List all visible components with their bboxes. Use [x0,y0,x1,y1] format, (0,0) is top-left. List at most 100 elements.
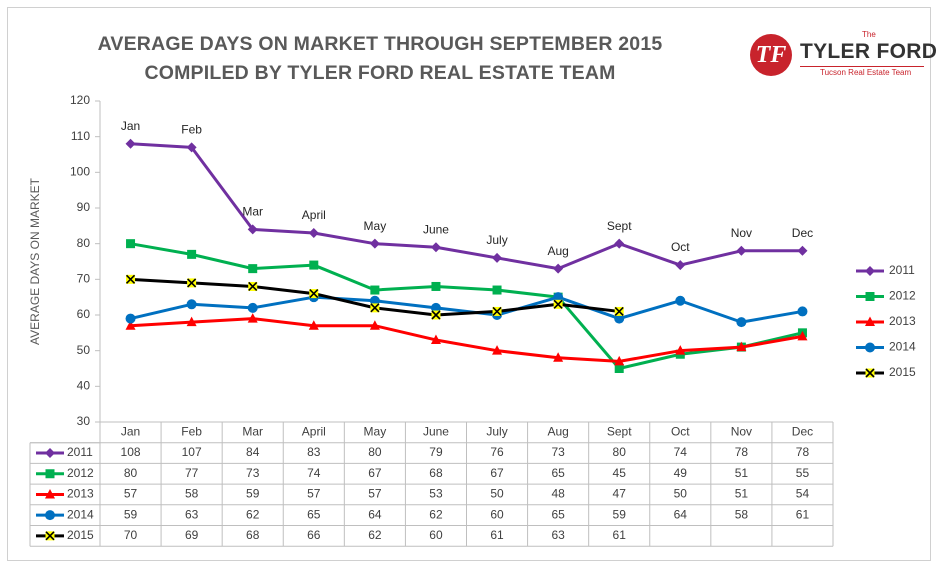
x-category-label-5: June [423,425,449,439]
point-2012-Mar [248,264,258,274]
x-category-label-9: Oct [671,425,690,439]
point-2014-Mar [247,302,258,313]
legend-item-2014: 2014 [856,340,916,354]
table-cell-2014-5: 62 [429,507,443,521]
table-cell-2014-0: 59 [124,507,138,521]
point-2011-May [369,238,380,249]
point-2011-June [430,242,441,253]
legend-item-2015: 2015 [856,365,916,379]
point-2011-July [492,252,503,263]
point-2013-Sept [614,355,625,366]
table-cell-2012-6: 67 [490,466,504,480]
table-cell-2014-2: 62 [246,507,260,521]
table-cell-2014-6: 60 [490,507,504,521]
point-2013-Aug [553,352,564,362]
legend-item-2012: 2012 [856,289,916,303]
point-2012-July [492,285,502,295]
table-cell-2012-9: 49 [674,466,688,480]
table-cell-2012-3: 74 [307,466,321,480]
point-label-June: June [423,222,449,236]
table-cell-2014-8: 59 [613,507,627,521]
legend-marker-2013 [865,316,875,326]
legend-marker-2011 [865,266,875,276]
table-cell-2013-1: 58 [185,487,199,501]
y-tick-label-60: 60 [77,307,91,321]
table-cell-2014-3: 65 [307,507,321,521]
table-cell-2012-5: 68 [429,466,443,480]
point-2012-May [370,285,380,295]
table-cell-2011-10: 78 [735,445,749,459]
table-cell-2011-5: 79 [429,445,443,459]
table-key-marker-2014 [45,510,55,521]
point-2014-Nov [736,317,747,328]
point-2015-Mar-x [248,281,258,292]
table-cell-2011-6: 76 [490,445,504,459]
point-2013-Feb [186,316,197,327]
y-tick-label-80: 80 [77,236,91,250]
table-cell-2014-1: 63 [185,507,199,521]
table-series-label-2011: 2011 [67,445,93,459]
legend-label-2013: 2013 [889,314,916,328]
table-series-label-2013: 2013 [67,487,94,501]
point-2015-Sept-x [614,306,624,316]
table-cell-2014-9: 64 [674,507,688,521]
table-cell-2012-2: 73 [246,466,260,480]
table-cell-2011-4: 80 [368,445,382,459]
table-row-2015 [36,531,64,541]
point-2012-June [431,281,441,291]
legend-label-2014: 2014 [889,340,916,354]
point-2015-June [431,310,441,320]
x-category-label-2: Mar [242,425,263,439]
tyler-ford-logo: TF The TYLER FORD Tucson Real Estate Tea… [750,30,937,78]
point-label-Sept: Sept [607,219,632,233]
point-2012-April [309,260,319,270]
table-series-label-2014: 2014 [67,507,94,521]
table-cell-2013-7: 48 [551,487,565,501]
logo-tagline: Tucson Real Estate Team [820,68,912,77]
table-cell-2014-4: 64 [368,507,382,521]
chart-frame [7,7,931,561]
point-2015-Jan-x [125,274,136,284]
table-cell-2013-11: 54 [796,487,810,501]
point-2015-July-x [492,306,502,316]
x-category-label-0: Jan [121,425,140,439]
table-cell-2013-0: 57 [124,487,138,501]
table-cell-2011-3: 83 [307,445,321,459]
point-label-Nov: Nov [731,226,752,240]
table-cell-2013-9: 50 [674,487,688,501]
x-category-label-11: Dec [792,425,813,439]
legend-marker-2012 [865,292,875,301]
point-2014-May [369,295,380,306]
table-cell-2012-8: 45 [613,466,627,480]
y-tick-label-100: 100 [70,165,90,179]
point-2015-Feb [187,278,197,288]
point-2011-Jan [125,138,136,149]
table-cell-2013-4: 57 [368,487,382,501]
point-2014-Dec [797,306,808,317]
x-category-label-1: Feb [181,425,202,439]
point-2015-May-x [370,303,380,313]
point-2013-July [492,345,503,355]
table-row-2012 [36,469,64,479]
table-cell-2012-1: 77 [185,466,199,480]
point-label-July: July [486,233,507,247]
legend-marker-2015 [865,368,875,378]
table-cell-2012-11: 55 [796,466,810,480]
point-2011-Feb [186,142,197,153]
point-2011-Aug [553,263,564,274]
point-label-Oct: Oct [671,240,690,254]
point-2015-April [309,289,319,299]
table-key-marker-2015-x [45,531,55,541]
table-cell-2014-7: 65 [551,507,565,521]
logo-the: The [862,30,876,39]
legend-item-2011: 2011 [856,263,915,277]
point-2015-Jan [125,274,136,284]
point-2012-Feb [187,249,197,259]
point-2015-June-x [431,310,441,320]
series-line-2012 [130,242,803,370]
legend-label-2011: 2011 [889,263,915,277]
table-cell-2013-3: 57 [307,487,321,501]
y-tick-label-40: 40 [77,379,91,393]
point-2014-Oct [675,295,686,306]
